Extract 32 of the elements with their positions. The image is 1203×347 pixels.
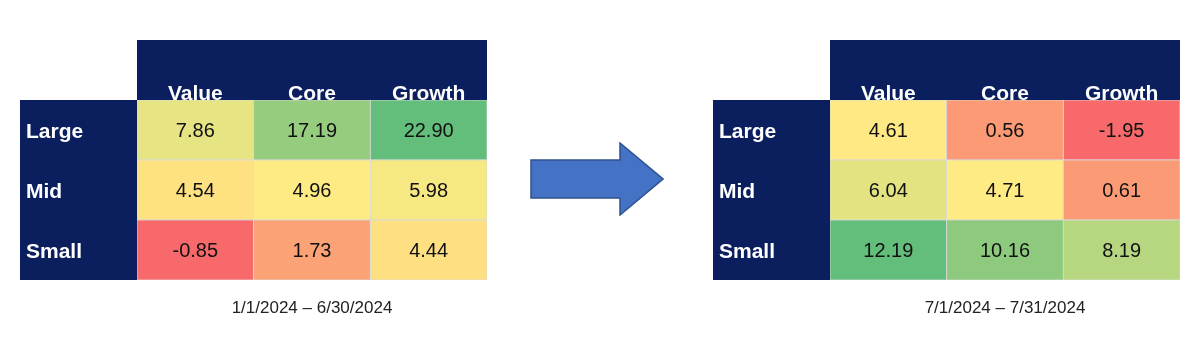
data-label: 22.90 <box>403 119 454 141</box>
y-tick-label: Large <box>26 119 84 142</box>
data-label: 0.56 <box>985 119 1025 141</box>
data-label: 4.61 <box>868 119 908 141</box>
data-label: 4.71 <box>985 179 1025 201</box>
data-label: 8.19 <box>1102 239 1142 261</box>
x-tick-label: Growth <box>1084 81 1159 104</box>
data-label: -0.85 <box>172 239 219 261</box>
text: 7/1/2024 – 7/31/2024 <box>923 298 1087 318</box>
y-tick-label: Mid <box>719 179 756 202</box>
data-label: 5.98 <box>409 179 449 201</box>
data-label: -1.95 <box>1098 119 1145 141</box>
data-label: 4.96 <box>292 179 332 201</box>
x-tick-label: Growth <box>391 81 466 104</box>
data-label: 0.61 <box>1102 179 1142 201</box>
x-tick-label: Value <box>167 81 223 104</box>
data-label: 1.73 <box>292 239 332 261</box>
x-tick-label: Core <box>981 81 1029 104</box>
text: 1/1/2024 – 6/30/2024 <box>230 298 394 318</box>
y-tick-label: Small <box>719 239 776 262</box>
data-label: 12.19 <box>863 239 914 261</box>
y-tick-label: Large <box>719 119 777 142</box>
data-label: 6.04 <box>868 179 908 201</box>
x-tick-label: Value <box>860 81 916 104</box>
data-label: 7.86 <box>175 119 215 141</box>
y-tick-label: Mid <box>26 179 63 202</box>
data-label: 17.19 <box>286 119 338 141</box>
data-label: 4.44 <box>409 239 449 261</box>
data-label: 4.54 <box>175 179 215 201</box>
y-tick-label: Small <box>26 239 83 262</box>
x-tick-label: Core <box>288 81 336 104</box>
data-label: 10.16 <box>979 239 1031 261</box>
